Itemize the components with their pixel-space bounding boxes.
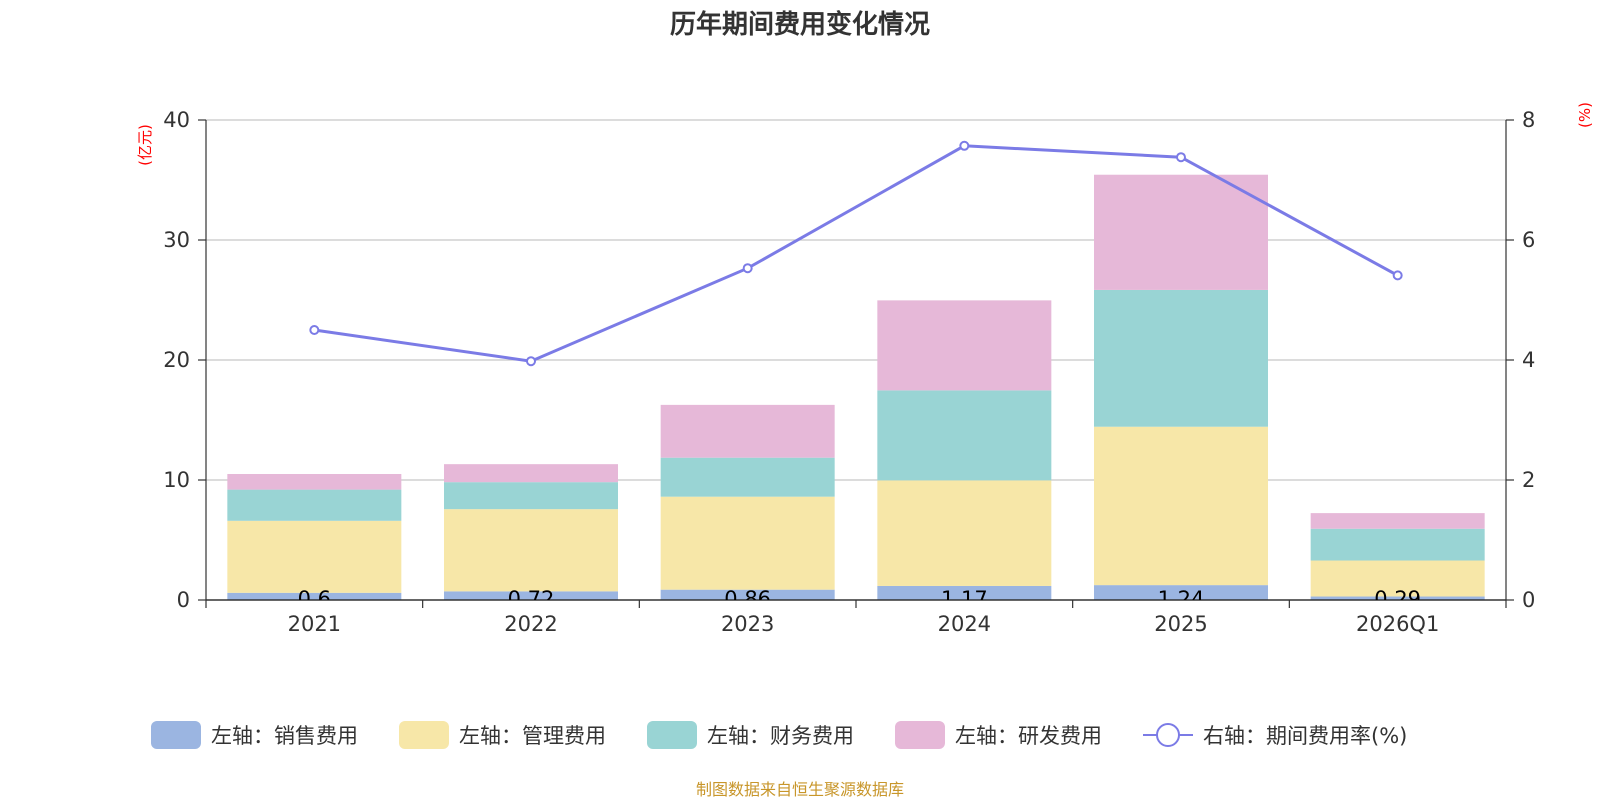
legend-label: 左轴：管理费用 — [459, 724, 606, 748]
right-axis-tick-label: 4 — [1522, 348, 1535, 372]
x-axis-tick-label: 2024 — [938, 612, 991, 636]
line-point — [1392, 270, 1403, 281]
left-axis-tick-label: 30 — [163, 228, 190, 252]
line-point — [1176, 152, 1186, 163]
left-axis-tick-label: 0 — [177, 588, 190, 612]
bar-segment — [660, 496, 835, 590]
bar-segment — [444, 591, 618, 600]
right-axis-tick-label: 2 — [1522, 468, 1535, 492]
left-axis-unit: (亿元) — [136, 124, 154, 166]
bar-data-label: 0.6 — [298, 587, 331, 611]
x-axis-tick-label: 2021 — [288, 612, 341, 636]
x-axis-tick-label: 2023 — [721, 612, 774, 636]
legend-label: 左轴：财务费用 — [707, 724, 854, 748]
bar-segment — [877, 300, 1052, 391]
legend-label: 右轴：期间费用率(%) — [1203, 724, 1407, 748]
legend-swatch — [647, 721, 697, 749]
x-axis-tick-label: 2026Q1 — [1356, 612, 1439, 636]
line-point — [742, 263, 753, 274]
left-axis-tick-label: 10 — [163, 468, 190, 492]
bar-data-label: 1.24 — [1158, 587, 1205, 611]
right-axis-tick-label: 0 — [1522, 588, 1535, 612]
bar-segment — [1094, 426, 1268, 586]
bar-segment — [444, 482, 618, 510]
left-axis-tick-label: 40 — [163, 108, 190, 132]
bar-segment — [1310, 528, 1485, 561]
bar-data-label: 0.86 — [724, 587, 771, 611]
bar-segment — [877, 480, 1052, 586]
right-axis-tick-label: 6 — [1522, 228, 1535, 252]
right-axis-unit: (%) — [1576, 102, 1594, 128]
bar-segment — [227, 489, 402, 521]
line-point — [526, 356, 536, 367]
legend-swatch — [151, 721, 201, 749]
line-point — [309, 325, 320, 335]
bar-segment — [227, 520, 402, 593]
bar-segment — [660, 457, 835, 497]
bar-segment — [444, 464, 618, 483]
bar-segment — [1310, 560, 1485, 597]
bar-data-label: 1.17 — [941, 587, 988, 611]
bar-segment — [1310, 596, 1485, 600]
legend-swatch — [895, 721, 945, 749]
left-axis-tick-label: 20 — [163, 348, 190, 372]
bar-segment — [227, 474, 402, 490]
legend-swatch — [399, 721, 449, 749]
bar-segment — [1094, 585, 1268, 600]
line-series — [314, 144, 1399, 363]
legend-label: 左轴：研发费用 — [955, 724, 1102, 748]
bar-segment — [1094, 174, 1268, 290]
line-point — [959, 140, 970, 151]
bar-segment — [877, 585, 1052, 600]
bar-segment — [444, 509, 618, 592]
bar-segment — [1094, 289, 1268, 427]
bar-segment — [1310, 513, 1485, 529]
legend-marker — [1156, 723, 1180, 747]
legend-label: 左轴：销售费用 — [211, 724, 358, 748]
x-axis-tick-label: 2025 — [1154, 612, 1207, 636]
bar-segment — [227, 592, 402, 600]
bar-segment — [660, 404, 835, 458]
right-axis-tick-label: 8 — [1522, 108, 1535, 132]
source-note: 制图数据来自恒生聚源数据库 — [696, 780, 904, 799]
x-axis-tick-label: 2022 — [504, 612, 557, 636]
bar-segment — [660, 589, 835, 600]
bar-data-label: 0.29 — [1374, 587, 1421, 611]
chart-title: 历年期间费用变化情况 — [670, 9, 930, 40]
bar-data-label: 0.72 — [508, 587, 555, 611]
bar-segment — [877, 390, 1052, 481]
